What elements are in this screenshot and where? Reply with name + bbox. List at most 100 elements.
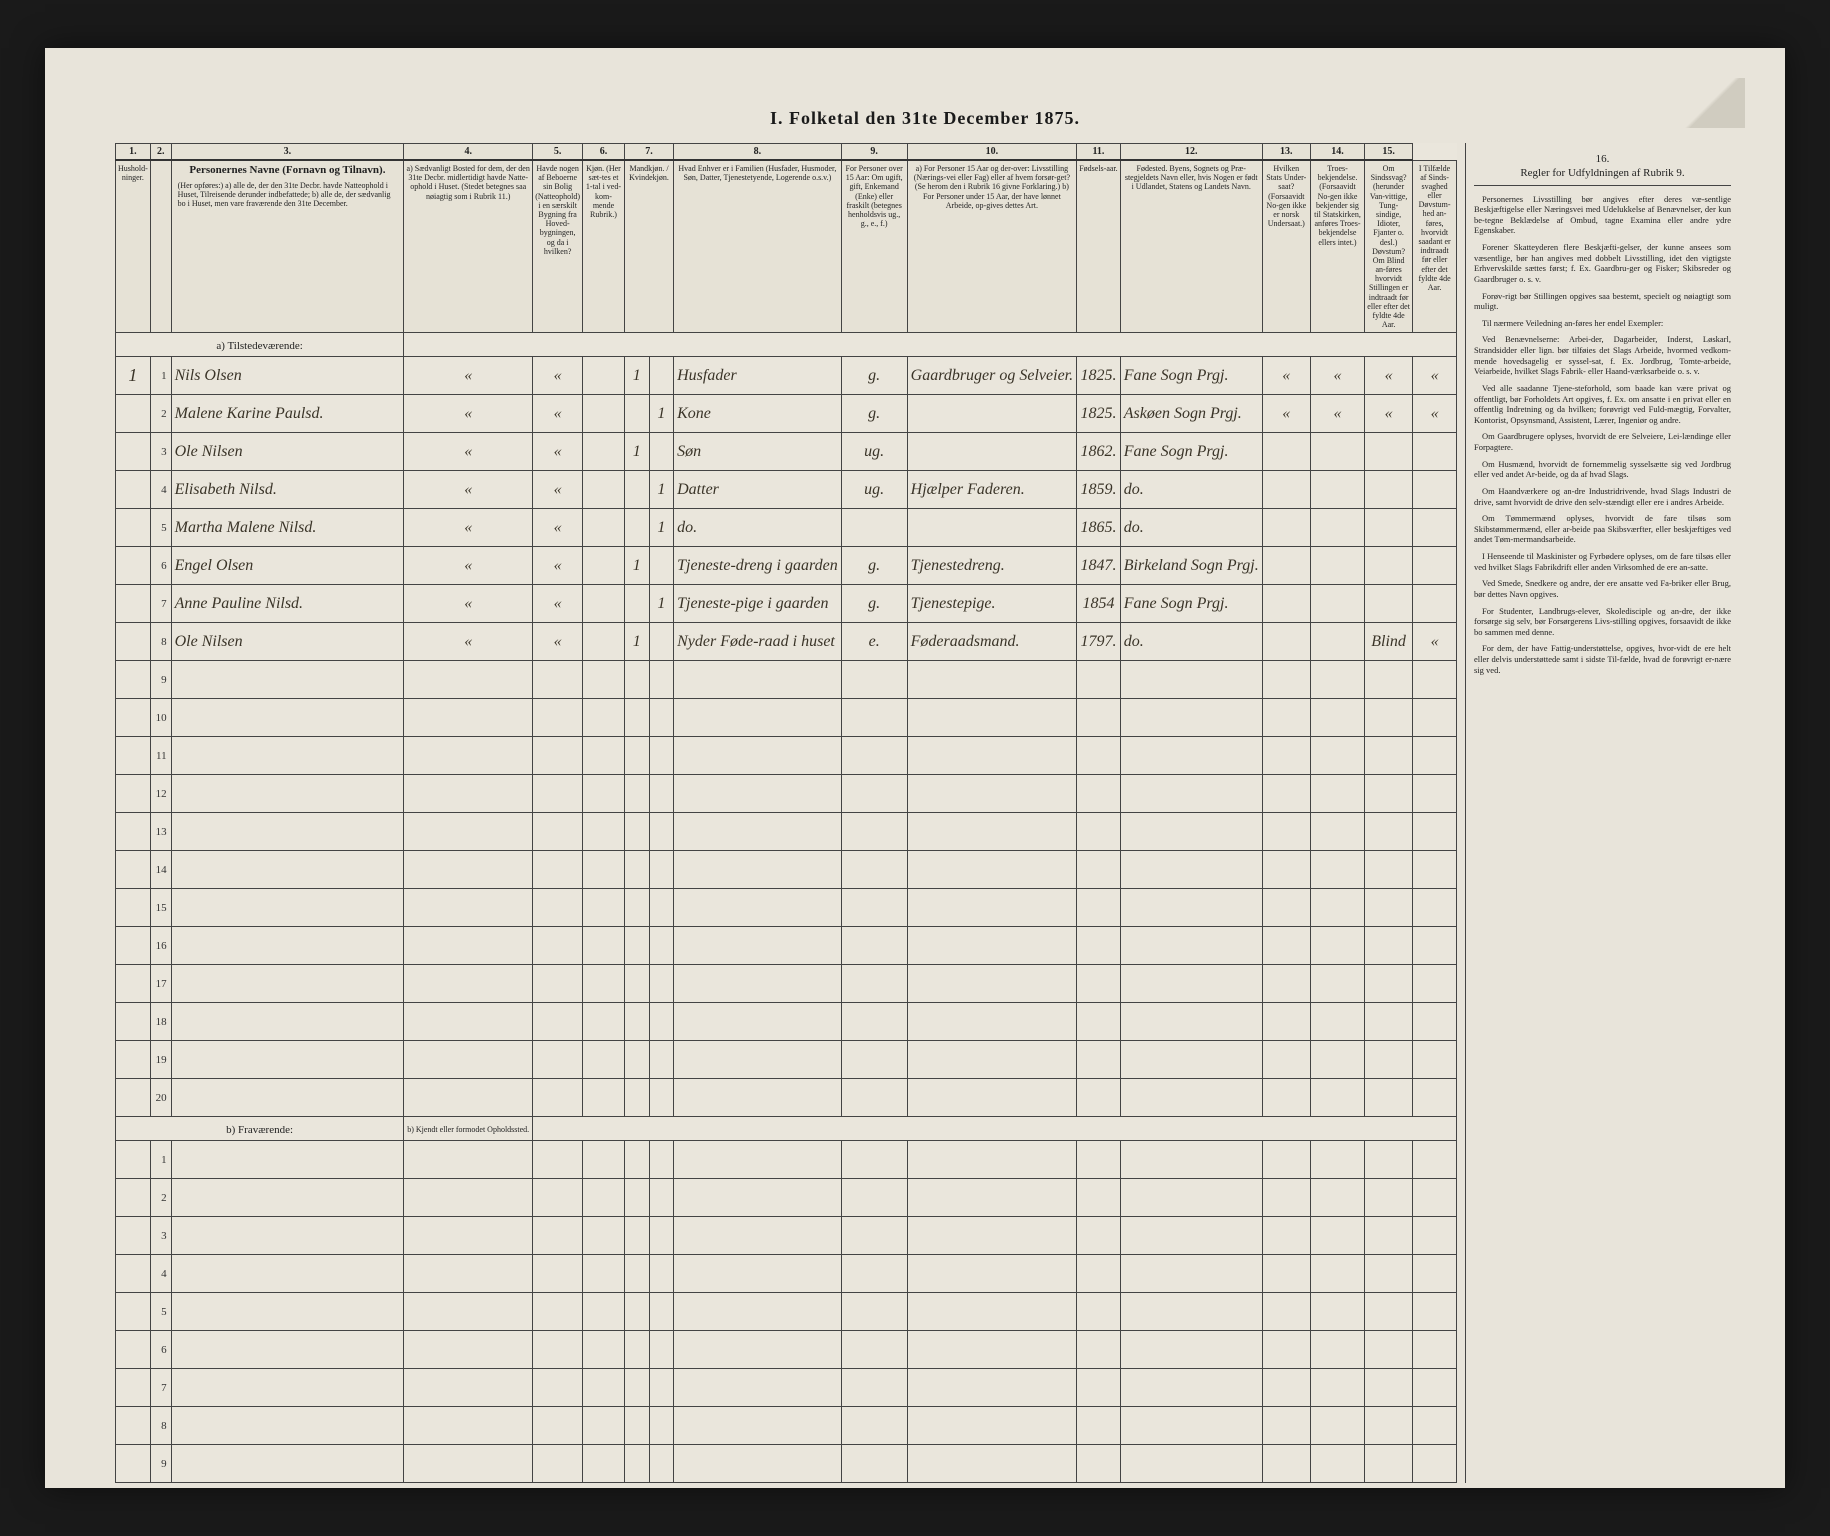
household-num: [116, 547, 151, 585]
row-num: 5: [150, 1293, 171, 1331]
person-name: Nils Olsen: [171, 357, 404, 395]
religion: [1310, 509, 1364, 547]
disability: «: [1365, 357, 1413, 395]
disability-age: [1413, 471, 1457, 509]
occupation: [907, 433, 1077, 471]
instruction-paragraph: For Studenter, Landbrugs-elever, Skoledi…: [1474, 606, 1731, 638]
disability-age: [1413, 585, 1457, 623]
citizenship: [1262, 471, 1310, 509]
female: 1: [649, 395, 674, 433]
instructions-body: Personernes Livsstilling bør angives eft…: [1474, 194, 1731, 676]
person-name: Ole Nilsen: [171, 433, 404, 471]
census-page: I. Folketal den 31te December 1875. 1. 2…: [45, 48, 1785, 1488]
household-num: [116, 623, 151, 661]
religion: [1310, 585, 1364, 623]
male: [624, 585, 649, 623]
religion: [1310, 471, 1364, 509]
table-row-empty: 9: [116, 1445, 1457, 1483]
occupation: [907, 395, 1077, 433]
table-row: 2Malene Karine Paulsd.««1Koneg.1825.Askø…: [116, 395, 1457, 433]
disability-age: [1413, 509, 1457, 547]
residence: «: [404, 547, 533, 585]
citizenship: [1262, 623, 1310, 661]
table-row-empty: 3: [116, 1217, 1457, 1255]
building: «: [533, 547, 583, 585]
coln: 5.: [533, 144, 583, 161]
table-row-empty: 14: [116, 851, 1457, 889]
birthplace: do.: [1120, 509, 1262, 547]
occupation: Føderaadsmand.: [907, 623, 1077, 661]
instruction-paragraph: Om Gaardbrugere oplyses, hvorvidt de ere…: [1474, 431, 1731, 452]
residence: «: [404, 509, 533, 547]
disability: [1365, 433, 1413, 471]
household-num: [116, 585, 151, 623]
hdr-occupation: a) For Personer 15 Aar og der-over: Livs…: [907, 160, 1077, 333]
residence: «: [404, 623, 533, 661]
family-pos: do.: [674, 509, 842, 547]
row-num: 3: [150, 1217, 171, 1255]
female: 1: [649, 471, 674, 509]
person-num: 1: [150, 357, 171, 395]
building: «: [533, 509, 583, 547]
birthyear: 1797.: [1077, 623, 1121, 661]
household-num: [116, 395, 151, 433]
absent-c4-label: b) Kjendt eller formodet Opholdssted.: [404, 1117, 533, 1141]
coln: 7.: [624, 144, 673, 161]
table-row-empty: 17: [116, 965, 1457, 1003]
hdr-names-title: Personernes Navne (Fornavn og Tilnavn).: [174, 164, 402, 177]
birthyear: 1847.: [1077, 547, 1121, 585]
instruction-paragraph: Forøv-rigt bør Stillingen opgives saa be…: [1474, 291, 1731, 312]
page-title: I. Folketal den 31te December 1875.: [115, 108, 1735, 129]
section-present: a) Tilstedeværende:: [116, 333, 1457, 357]
table-row-empty: 16: [116, 927, 1457, 965]
hdr-names: Personernes Navne (Fornavn og Tilnavn). …: [171, 160, 404, 333]
marital: g.: [841, 547, 907, 585]
table-row-empty: 13: [116, 813, 1457, 851]
row-num: 9: [150, 1445, 171, 1483]
instruction-paragraph: For dem, der have Fattig-understøttelse,…: [1474, 643, 1731, 675]
marital: g.: [841, 585, 907, 623]
female: [649, 357, 674, 395]
row-num: 10: [150, 699, 171, 737]
residence: «: [404, 471, 533, 509]
family-pos: Nyder Føde-raad i huset: [674, 623, 842, 661]
person-name: Malene Karine Paulsd.: [171, 395, 404, 433]
row-num: 13: [150, 813, 171, 851]
person-name: Elisabeth Nilsd.: [171, 471, 404, 509]
household-num: [116, 471, 151, 509]
row-num: 2: [150, 1179, 171, 1217]
row-num: 4: [150, 1255, 171, 1293]
page-layout: 1. 2. 3. 4. 5. 6. 7. 8. 9. 10. 11. 12. 1…: [115, 143, 1735, 1483]
coln-16: 16.: [1596, 153, 1610, 165]
table-row-empty: 20: [116, 1079, 1457, 1117]
birthplace: do.: [1120, 623, 1262, 661]
citizenship: [1262, 509, 1310, 547]
table-row-empty: 1: [116, 1141, 1457, 1179]
disability: «: [1365, 395, 1413, 433]
birthplace: Fane Sogn Prgj.: [1120, 585, 1262, 623]
person-num: 7: [150, 585, 171, 623]
building: «: [533, 471, 583, 509]
disability: [1365, 585, 1413, 623]
person-num: 3: [150, 433, 171, 471]
religion: [1310, 547, 1364, 585]
instruction-paragraph: I Henseende til Maskinister og Fyrbødere…: [1474, 551, 1731, 572]
table-row: 7Anne Pauline Nilsd.««1Tjeneste-pige i g…: [116, 585, 1457, 623]
citizenship: [1262, 547, 1310, 585]
birthyear: 1865.: [1077, 509, 1121, 547]
table-row-empty: 2: [116, 1179, 1457, 1217]
instructions-column: 16. Regler for Udfyldningen af Rubrik 9.…: [1465, 143, 1735, 1483]
coln: 13.: [1262, 144, 1310, 161]
marital: g.: [841, 395, 907, 433]
building: «: [533, 357, 583, 395]
occupation: Tjenestepige.: [907, 585, 1077, 623]
row-num: 7: [150, 1369, 171, 1407]
row-num: 12: [150, 775, 171, 813]
table-row-empty: 10: [116, 699, 1457, 737]
coln: 12.: [1120, 144, 1262, 161]
hdr-disability-age: I Tilfælde af Sinds-svaghed eller Døvstu…: [1413, 160, 1457, 333]
hdr-birthplace: Fødested. Byens, Sognets og Præ-stegjeld…: [1120, 160, 1262, 333]
family-pos: Husfader: [674, 357, 842, 395]
table-row-empty: 12: [116, 775, 1457, 813]
coln: 1.: [116, 144, 151, 161]
